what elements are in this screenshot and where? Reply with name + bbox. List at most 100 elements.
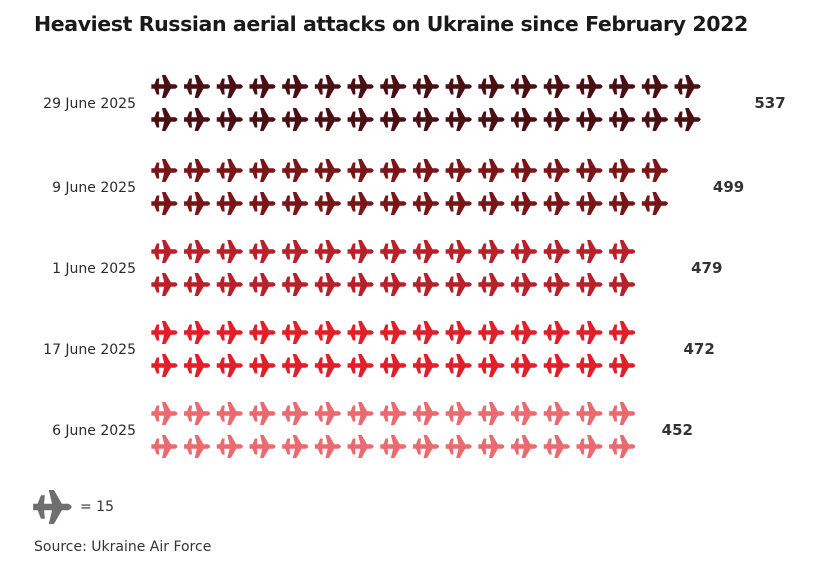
plane-icon — [151, 354, 178, 377]
plane-icon — [576, 192, 603, 215]
plane-icon — [184, 273, 211, 296]
plane-icon — [216, 435, 243, 458]
plane-icon — [609, 159, 636, 182]
legend: = 15 — [32, 490, 114, 524]
plane-icon — [478, 435, 505, 458]
value-label: 537 — [754, 94, 785, 112]
plane-icon — [249, 354, 276, 377]
bar-5: 6 June 2025 452 — [52, 402, 693, 458]
plane-icon — [511, 240, 538, 263]
plane-icon — [674, 75, 701, 98]
plane-icon — [151, 75, 178, 98]
plane-icon — [445, 435, 472, 458]
plane-icon — [445, 273, 472, 296]
plane-icon — [216, 354, 243, 377]
plane-icon — [151, 321, 178, 344]
plane-icon — [412, 273, 440, 296]
plane-icon — [445, 321, 472, 344]
plane-icon — [216, 159, 243, 182]
plane-icon — [347, 108, 374, 131]
plane-icon — [412, 75, 440, 98]
plane-icon — [445, 159, 472, 182]
plane-icon — [543, 75, 570, 98]
plane-icon — [380, 75, 407, 98]
plane-icon — [445, 75, 472, 98]
plane-icon — [412, 435, 440, 458]
plane-icon — [380, 240, 407, 263]
plane-icon — [478, 159, 505, 182]
plane-icon — [151, 108, 178, 131]
plane-icon — [282, 192, 309, 215]
plane-icon — [511, 75, 538, 98]
plane-icon — [609, 192, 636, 215]
plane-icon — [478, 273, 505, 296]
plane-icon — [609, 402, 636, 425]
plane-icon — [412, 321, 440, 344]
plane-icon — [151, 159, 178, 182]
plane-icon — [543, 240, 570, 263]
plane-icon — [249, 321, 276, 344]
plane-icon — [314, 159, 341, 182]
plane-icon-partial — [707, 108, 734, 131]
category-label: 29 June 2025 — [43, 96, 136, 112]
plane-icon — [249, 273, 276, 296]
plane-icon — [314, 435, 341, 458]
plane-icon — [314, 192, 341, 215]
plane-icon — [249, 435, 276, 458]
plane-icon — [445, 108, 472, 131]
plane-icon — [412, 192, 440, 215]
plane-icon — [216, 192, 243, 215]
plane-icon — [347, 240, 374, 263]
plane-icon — [576, 108, 603, 131]
plane-icon — [347, 75, 374, 98]
plane-icon — [641, 108, 668, 131]
plane-icon — [641, 159, 668, 182]
plane-icon — [314, 321, 341, 344]
legend-label: = 15 — [80, 499, 114, 515]
plane-icon — [609, 321, 636, 344]
plane-icon — [282, 321, 309, 344]
plane-icon — [543, 108, 570, 131]
plane-icon — [576, 435, 603, 458]
plane-icon — [478, 402, 505, 425]
plane-icon — [543, 321, 570, 344]
plane-icon — [380, 435, 407, 458]
plane-icon — [184, 321, 211, 344]
plane-icon — [543, 159, 570, 182]
plane-icon — [576, 240, 603, 263]
plane-icon — [511, 354, 538, 377]
plane-icon — [282, 159, 309, 182]
plane-icon — [282, 354, 309, 377]
plane-icon — [478, 354, 505, 377]
plane-icon — [412, 108, 440, 131]
plane-icon-partial — [641, 240, 668, 263]
plane-icon — [543, 402, 570, 425]
plane-icon — [347, 273, 374, 296]
plane-icon — [576, 159, 603, 182]
plane-icon — [151, 435, 178, 458]
plane-icon — [412, 240, 440, 263]
plane-icon — [184, 192, 211, 215]
plane-icon — [412, 402, 440, 425]
plane-icon — [609, 435, 636, 458]
category-label: 6 June 2025 — [52, 423, 136, 439]
plane-icon — [380, 192, 407, 215]
plane-icon — [380, 159, 407, 182]
plane-icon — [249, 75, 276, 98]
plane-icon-partial — [641, 354, 663, 377]
plane-icon — [576, 321, 603, 344]
plane-icon — [347, 321, 374, 344]
plane-icon — [445, 240, 472, 263]
plane-icon — [511, 321, 538, 344]
plane-icon — [249, 192, 276, 215]
plane-icon — [347, 192, 374, 215]
plane-icon — [249, 108, 276, 131]
value-label: 452 — [662, 421, 693, 439]
plane-icon — [216, 240, 243, 263]
plane-icon — [641, 75, 668, 98]
plane-icon — [282, 435, 309, 458]
plane-icon — [347, 435, 374, 458]
plane-icon — [609, 75, 636, 98]
plane-icon — [478, 108, 505, 131]
